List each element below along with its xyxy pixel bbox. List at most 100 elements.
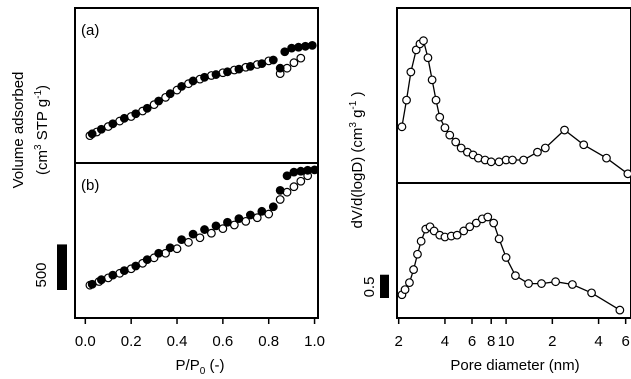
data-point [489,218,499,228]
data-point [87,129,97,139]
data-point [459,226,469,236]
data-point [416,236,426,246]
scale-bar [380,274,389,298]
plot-frame [396,182,631,319]
t: ) [349,91,366,100]
data-point [96,275,106,285]
data-point [282,171,292,181]
data-point [119,113,129,123]
t: dV/d(logD) (cm [349,128,366,229]
left-scale-label: 500 [33,262,50,287]
data-point [307,40,317,50]
x-tick-label: 8 [487,333,495,350]
data-point [96,124,106,134]
x-tick-label: 4 [441,333,449,350]
data-point [245,210,255,220]
x-tick-label: 0.4 [167,333,188,350]
data-point [511,271,520,281]
data-point [223,217,232,227]
left-y-label: Volume adsorbed [10,72,27,189]
right-x-label: Pore diameter (nm) [450,357,579,374]
data-point [211,70,221,79]
data-point [494,234,504,244]
data-point [165,89,175,99]
plot-frame [74,7,319,164]
data-point [296,176,306,186]
x-tick-label: 2 [395,333,403,350]
right-scale-label: 0.5 [361,277,378,298]
t: -1 [348,100,359,109]
data-point [289,58,299,68]
t: 3 [33,144,44,150]
data-point [452,230,462,240]
x-tick-label: 0.0 [75,333,96,350]
data-point [413,249,422,259]
data-point [165,243,175,253]
data-point [234,214,244,224]
data-point [296,53,306,63]
data-point [108,270,118,280]
data-point [400,285,410,295]
data-point [471,218,481,228]
data-point [154,248,164,258]
data-point [131,261,141,271]
data-point [409,265,418,274]
data-point [540,143,550,153]
data-point [234,64,244,74]
data-point [87,279,97,289]
data-point [108,119,118,129]
data-point [456,143,466,153]
data-point [537,279,546,288]
data-point [211,221,221,231]
x-tick-label: 2 [548,333,556,350]
left-y-units: (cm3 STP g-1) [33,85,51,175]
left-x-label: P/P0 (-) [176,357,225,377]
data-point [131,109,141,119]
x-tick-label: 4 [594,333,602,350]
data-point [177,235,186,244]
data-point [268,55,278,65]
t: g [349,110,366,123]
data-point [188,229,198,239]
data-point [275,63,285,73]
data-point [551,277,561,287]
series-line [401,39,629,175]
data-point [257,59,267,69]
data-point [289,182,299,192]
t: P/P [176,357,200,374]
data-point [435,112,445,122]
data-point [508,155,517,165]
x-tick-label: 10 [498,333,515,350]
data-point [486,157,496,167]
data-point [494,157,504,167]
data-point [268,202,278,212]
data-point [427,75,437,85]
scale-bar [57,244,67,290]
data-point [623,169,631,179]
data-point [524,279,533,288]
t: STP g [34,99,51,145]
x-tick-label: 0.6 [212,333,233,350]
x-tick-label: 0.2 [121,333,142,350]
panel-label: (b) [81,177,99,194]
data-point [402,95,411,105]
data-point [397,122,407,132]
data-point [154,96,164,106]
t: ) [34,85,51,90]
data-point [423,53,433,63]
data-point [587,288,596,298]
data-point [406,67,416,77]
x-tick-label: 6 [468,333,476,350]
data-point [142,255,152,265]
data-point [567,280,577,289]
data-point [445,130,455,140]
data-point [119,266,129,275]
data-point [257,206,267,216]
data-point [451,137,461,147]
data-point [431,95,441,105]
data-point [615,305,625,315]
data-point [200,225,209,234]
plot-frame [74,162,319,319]
t: (cm [34,150,51,175]
